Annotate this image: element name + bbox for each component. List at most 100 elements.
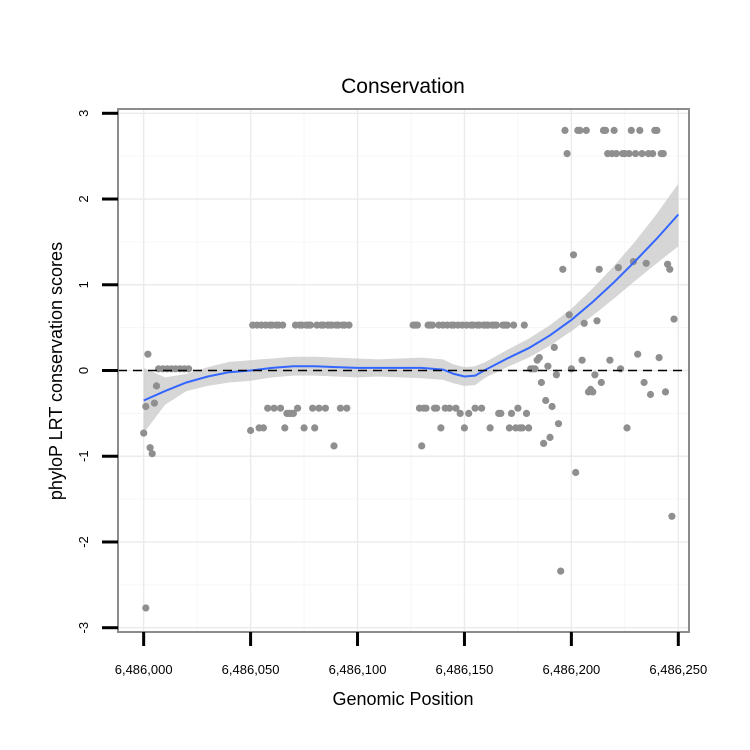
data-point bbox=[520, 321, 528, 329]
confidence-band-layer bbox=[143, 183, 679, 434]
data-point bbox=[614, 264, 623, 272]
data-point bbox=[247, 426, 255, 435]
data-point bbox=[550, 343, 558, 351]
data-point bbox=[413, 321, 421, 329]
data-point bbox=[653, 126, 661, 134]
y-axis-label: phyloP LRT conservation scores bbox=[46, 242, 66, 500]
data-point bbox=[343, 404, 351, 412]
data-point bbox=[321, 404, 329, 412]
data-point bbox=[655, 354, 663, 362]
data-point bbox=[422, 404, 430, 412]
data-point bbox=[661, 388, 670, 396]
data-point bbox=[627, 126, 635, 134]
data-point bbox=[152, 382, 161, 390]
data-point bbox=[531, 365, 539, 373]
data-point bbox=[597, 378, 605, 387]
data-point bbox=[456, 409, 464, 417]
data-point bbox=[563, 150, 571, 158]
y-axis-ticks: -3 -2 -1 0 1 2 3 bbox=[76, 110, 118, 634]
x-tick-label: 6,486,050 bbox=[222, 662, 280, 677]
data-point bbox=[433, 404, 441, 412]
data-point bbox=[146, 444, 154, 452]
data-point bbox=[561, 126, 569, 134]
data-point bbox=[148, 450, 156, 458]
data-point bbox=[522, 409, 531, 417]
data-point bbox=[418, 442, 426, 450]
data-point bbox=[428, 321, 436, 329]
data-point bbox=[306, 321, 315, 329]
data-point bbox=[634, 350, 642, 358]
x-axis-ticks: 6,486,000 6,486,050 6,486,100 6,486,150 6,48… bbox=[115, 632, 707, 677]
data-point bbox=[264, 404, 272, 412]
data-point bbox=[518, 424, 526, 432]
y-tick-label: -3 bbox=[76, 622, 91, 634]
data-point bbox=[546, 433, 554, 441]
data-point bbox=[259, 424, 267, 432]
data-point bbox=[315, 404, 323, 412]
data-point bbox=[279, 321, 287, 329]
data-point bbox=[144, 350, 152, 358]
data-point bbox=[336, 404, 344, 412]
data-point bbox=[582, 126, 590, 134]
data-point bbox=[311, 424, 319, 432]
smooth-fit-line bbox=[143, 213, 680, 402]
data-point bbox=[602, 126, 610, 134]
data-point bbox=[576, 126, 584, 134]
data-point bbox=[330, 442, 338, 450]
data-point bbox=[276, 404, 285, 412]
data-point bbox=[542, 396, 550, 405]
data-point bbox=[606, 356, 614, 364]
data-point bbox=[559, 265, 567, 273]
x-tick-label: 6,486,150 bbox=[436, 662, 494, 677]
data-point bbox=[445, 404, 454, 412]
data-point bbox=[548, 402, 556, 411]
data-point bbox=[497, 409, 505, 417]
data-point bbox=[631, 150, 640, 158]
x-tick-label: 6,486,200 bbox=[542, 662, 600, 677]
data-point bbox=[345, 321, 353, 329]
data-point bbox=[300, 424, 308, 432]
data-point bbox=[565, 311, 573, 319]
data-point bbox=[623, 424, 631, 432]
data-point bbox=[612, 150, 620, 158]
y-tick-label: 0 bbox=[76, 367, 91, 374]
data-point bbox=[591, 371, 599, 379]
data-point bbox=[636, 126, 644, 134]
data-point bbox=[525, 424, 533, 432]
data-point bbox=[668, 512, 676, 520]
data-point bbox=[567, 365, 576, 373]
data-point bbox=[437, 424, 445, 432]
data-point bbox=[593, 317, 601, 325]
y-tick-label: -2 bbox=[76, 536, 91, 548]
data-point bbox=[150, 399, 158, 407]
data-point bbox=[289, 409, 297, 417]
x-axis-label: Genomic Position bbox=[332, 689, 473, 709]
data-point bbox=[505, 424, 513, 432]
data-point bbox=[589, 388, 597, 396]
data-point bbox=[142, 604, 150, 612]
x-tick-label: 6,486,100 bbox=[329, 662, 387, 677]
data-point bbox=[503, 321, 511, 329]
data-point bbox=[537, 378, 546, 387]
data-point bbox=[535, 354, 543, 362]
y-tick-label: 2 bbox=[76, 195, 91, 202]
data-point bbox=[544, 362, 552, 370]
data-point bbox=[595, 265, 603, 273]
data-point bbox=[649, 150, 657, 158]
x-tick-label: 6,486,250 bbox=[649, 662, 707, 677]
data-point bbox=[557, 567, 565, 575]
data-point bbox=[142, 402, 150, 411]
data-point bbox=[646, 390, 655, 399]
data-point bbox=[580, 319, 588, 327]
x-tick-label: 6,486,000 bbox=[115, 662, 173, 677]
confidence-band bbox=[143, 183, 679, 434]
data-point bbox=[452, 404, 460, 412]
data-point bbox=[478, 404, 486, 412]
data-point bbox=[514, 404, 522, 412]
data-point bbox=[642, 259, 650, 267]
data-point bbox=[507, 409, 516, 417]
data-point bbox=[552, 371, 561, 379]
data-point bbox=[617, 365, 625, 373]
data-point bbox=[666, 265, 674, 273]
data-point bbox=[509, 321, 518, 329]
